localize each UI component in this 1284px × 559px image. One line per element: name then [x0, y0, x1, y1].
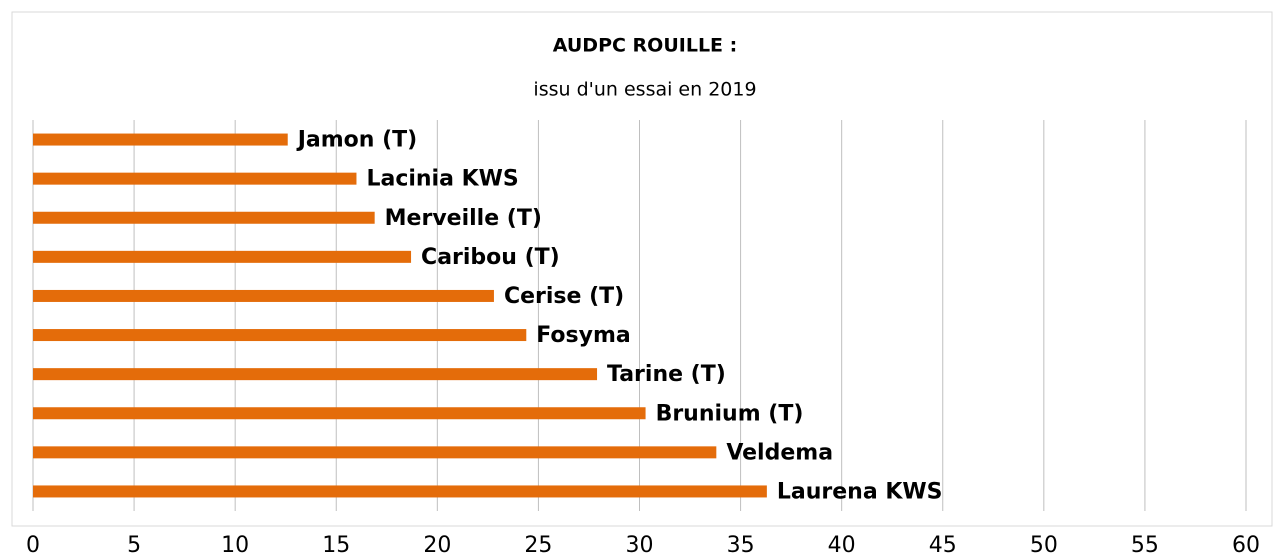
bar	[33, 368, 598, 381]
x-tick-label: 40	[828, 533, 856, 558]
bar	[33, 172, 357, 185]
bar	[33, 133, 288, 146]
bar-label: Fosyma	[536, 323, 630, 348]
bar-label: Merveille (T)	[385, 206, 542, 231]
bar-label: Tarine (T)	[607, 362, 726, 387]
chart-border	[11, 11, 1273, 527]
bar	[33, 289, 494, 302]
x-tick-label: 20	[423, 533, 451, 558]
bar	[33, 250, 412, 263]
bar	[33, 329, 527, 342]
x-tick-label: 55	[1131, 533, 1159, 558]
x-tick-label: 45	[929, 533, 957, 558]
x-tick-label: 25	[524, 533, 552, 558]
x-tick-label: 60	[1232, 533, 1260, 558]
x-tick-label: 5	[127, 533, 141, 558]
x-tick-label: 10	[221, 533, 249, 558]
bar	[33, 211, 375, 224]
bar	[33, 485, 767, 498]
bar	[33, 407, 646, 420]
x-tick-label: 0	[26, 533, 40, 558]
x-tick-label: 35	[727, 533, 755, 558]
x-tick-label: 30	[626, 533, 654, 558]
x-tick-label: 15	[322, 533, 350, 558]
bar-label: Lacinia KWS	[366, 167, 518, 192]
bar-label: Caribou (T)	[421, 245, 560, 270]
bar-label: Brunium (T)	[656, 401, 804, 426]
bar-label: Laurena KWS	[777, 479, 943, 504]
bar-label: Veldema	[726, 440, 833, 465]
bar-label: Jamon (T)	[296, 128, 418, 153]
chart-title: AUDPC ROUILLE :	[553, 35, 738, 57]
x-tick-label: 50	[1030, 533, 1058, 558]
chart-subtitle: issu d'un essai en 2019	[533, 79, 756, 101]
bar	[33, 446, 717, 459]
bar-label: Cerise (T)	[504, 284, 624, 309]
